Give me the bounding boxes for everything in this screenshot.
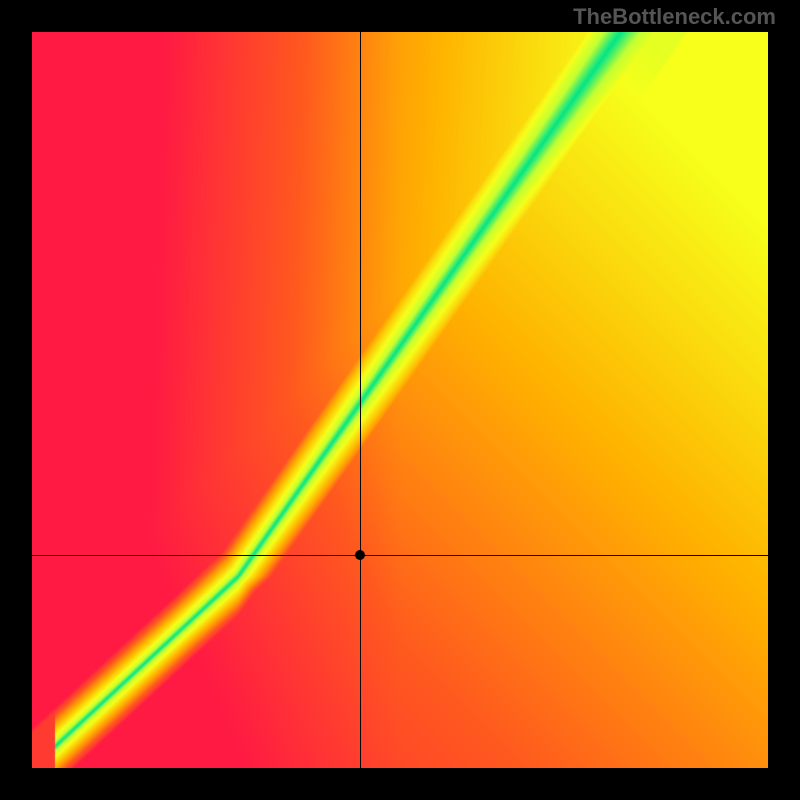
heatmap-canvas [32,32,768,768]
crosshair-horizontal [32,555,768,556]
watermark-text: TheBottleneck.com [573,4,776,30]
crosshair-marker [355,550,365,560]
heatmap-plot [32,32,768,768]
crosshair-vertical [360,32,361,768]
